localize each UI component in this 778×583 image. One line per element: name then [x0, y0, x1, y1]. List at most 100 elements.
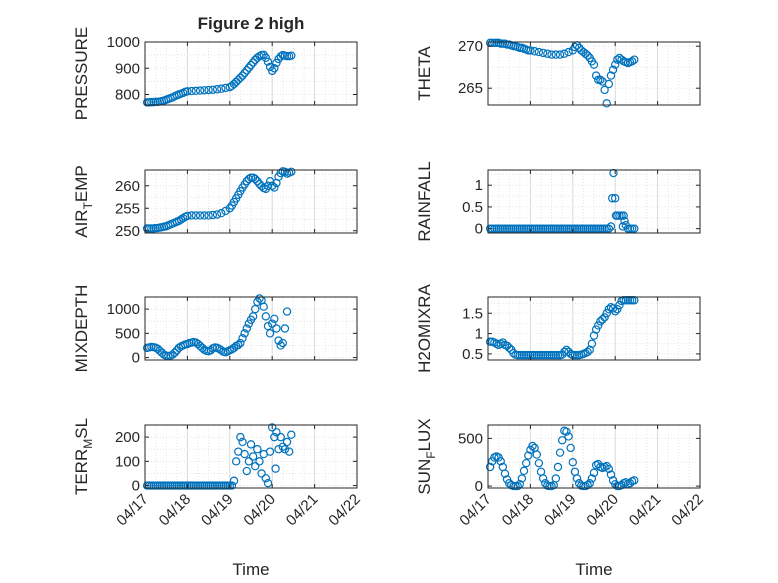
y-axis-label: H2OMIXRA: [415, 283, 434, 372]
data-point: [485, 462, 495, 472]
data-point: [244, 63, 254, 72]
data-point: [600, 313, 609, 322]
data-point: [268, 66, 277, 76]
data-point: [611, 194, 620, 203]
y-tick-label: 0: [132, 478, 140, 495]
data-point: [261, 312, 271, 321]
data-point: [251, 461, 260, 471]
data-point: [257, 181, 266, 191]
data-point: [591, 325, 601, 334]
data-point: [272, 58, 281, 68]
data-point: [240, 329, 249, 338]
data-point: [170, 348, 179, 357]
data-point: [236, 73, 245, 82]
x-axis-label-left: Time: [232, 560, 269, 579]
data-point: [251, 174, 260, 184]
data-point: [287, 430, 296, 439]
data-point: [558, 436, 567, 445]
data-point: [271, 464, 280, 473]
data-point: [613, 304, 622, 314]
data-point: [200, 211, 209, 220]
data-point: [227, 481, 237, 490]
y-axis-label: RAINFALL: [415, 161, 434, 241]
data-point: [242, 466, 251, 476]
data-point: [627, 57, 637, 66]
data-point: [246, 440, 256, 449]
y-tick-label: 250: [115, 223, 140, 240]
y-tick-label: 0.5: [462, 346, 483, 363]
data-point: [551, 50, 561, 59]
y-tick-label: 100: [115, 453, 140, 470]
data-point: [608, 194, 617, 203]
data-point: [244, 457, 254, 466]
data-point: [195, 86, 205, 95]
data-point: [589, 468, 599, 477]
y-axis-label: THETA: [415, 46, 434, 101]
data-point: [534, 47, 544, 57]
data-point: [606, 222, 616, 231]
data-point: [500, 469, 510, 478]
data-point: [278, 442, 287, 452]
data-point: [208, 210, 218, 220]
data-point: [174, 343, 184, 353]
data-point: [238, 71, 247, 80]
axes-box: [144, 424, 358, 489]
data-point: [234, 340, 243, 350]
data-point: [248, 312, 258, 321]
data-point: [270, 64, 279, 73]
data-point: [604, 79, 614, 89]
data-point: [280, 324, 290, 333]
data-point: [208, 85, 218, 94]
data-point: [606, 470, 616, 479]
data-point: [611, 307, 620, 316]
data-point: [246, 60, 256, 70]
data-point: [604, 224, 614, 233]
data-point: [242, 324, 251, 333]
data-point: [263, 57, 273, 66]
data-point: [526, 46, 535, 55]
data-point: [519, 466, 529, 476]
data-point: [615, 300, 624, 310]
data-point: [583, 347, 592, 357]
data-point: [231, 77, 241, 87]
data-point: [564, 432, 573, 441]
data-point: [538, 48, 548, 58]
data-point: [238, 437, 247, 447]
data-point: [268, 181, 277, 190]
data-point: [274, 336, 283, 345]
data-point: [217, 208, 226, 218]
y-tick-label: 900: [115, 60, 140, 77]
data-point: [195, 211, 205, 220]
data-point: [560, 49, 569, 58]
data-point: [602, 99, 611, 108]
data-point: [261, 474, 271, 483]
figure-title: Figure 2 high: [198, 14, 305, 33]
data-point: [521, 458, 531, 468]
plot-area: [488, 425, 700, 488]
data-point: [543, 49, 552, 58]
data-point: [261, 53, 271, 62]
data-point: [268, 319, 277, 328]
data-point: [596, 75, 605, 85]
y-tick-label: 1: [475, 177, 483, 194]
data-point: [282, 437, 292, 447]
data-point: [229, 79, 239, 89]
data-point: [221, 206, 230, 216]
data-point: [270, 183, 279, 192]
data-point: [174, 216, 184, 226]
data-point: [183, 211, 192, 221]
data-point: [551, 474, 561, 483]
axes-box: [144, 169, 358, 234]
data-point: [524, 451, 533, 460]
subplot-pressure: 800 900 1000 PRESSURE: [72, 27, 358, 120]
data-point: [244, 174, 254, 184]
data-point: [606, 71, 616, 80]
y-tick-label: 500: [115, 325, 140, 342]
data-point: [587, 339, 597, 348]
data-point: [272, 428, 281, 437]
subplot-rainfall: 0 0.5 1 RAINFALL: [415, 161, 701, 242]
data-point: [268, 423, 277, 432]
axes-box: [487, 424, 701, 489]
data-point: [270, 314, 279, 324]
